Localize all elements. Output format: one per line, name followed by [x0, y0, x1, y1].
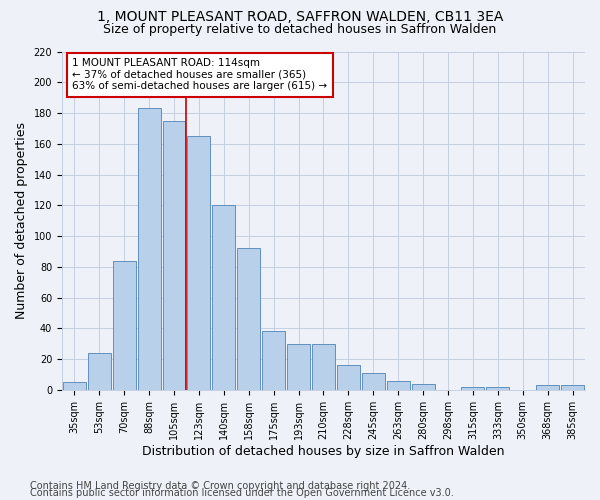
Bar [88, 353, 111, 390]
Bar [561, 385, 584, 390]
Text: 1 MOUNT PLEASANT ROAD: 114sqm
← 37% of detached houses are smaller (365)
63% of : 1 MOUNT PLEASANT ROAD: 114sqm ← 37% of d… [73, 58, 328, 92]
X-axis label: Distribution of detached houses by size in Saffron Walden: Distribution of detached houses by size … [142, 444, 505, 458]
Text: Size of property relative to detached houses in Saffron Walden: Size of property relative to detached ho… [103, 22, 497, 36]
Bar [187, 136, 211, 390]
Bar [63, 382, 86, 390]
Y-axis label: Number of detached properties: Number of detached properties [15, 122, 28, 319]
Bar [262, 332, 285, 390]
Text: Contains HM Land Registry data © Crown copyright and database right 2024.: Contains HM Land Registry data © Crown c… [30, 481, 410, 491]
Bar [113, 260, 136, 390]
Text: Contains public sector information licensed under the Open Government Licence v3: Contains public sector information licen… [30, 488, 454, 498]
Bar [387, 380, 410, 390]
Bar [287, 344, 310, 390]
Bar [163, 120, 185, 390]
Bar [212, 206, 235, 390]
Bar [312, 344, 335, 390]
Bar [412, 384, 434, 390]
Bar [137, 108, 161, 390]
Bar [536, 385, 559, 390]
Bar [487, 387, 509, 390]
Bar [362, 373, 385, 390]
Bar [237, 248, 260, 390]
Bar [461, 387, 484, 390]
Bar [337, 365, 360, 390]
Text: 1, MOUNT PLEASANT ROAD, SAFFRON WALDEN, CB11 3EA: 1, MOUNT PLEASANT ROAD, SAFFRON WALDEN, … [97, 10, 503, 24]
